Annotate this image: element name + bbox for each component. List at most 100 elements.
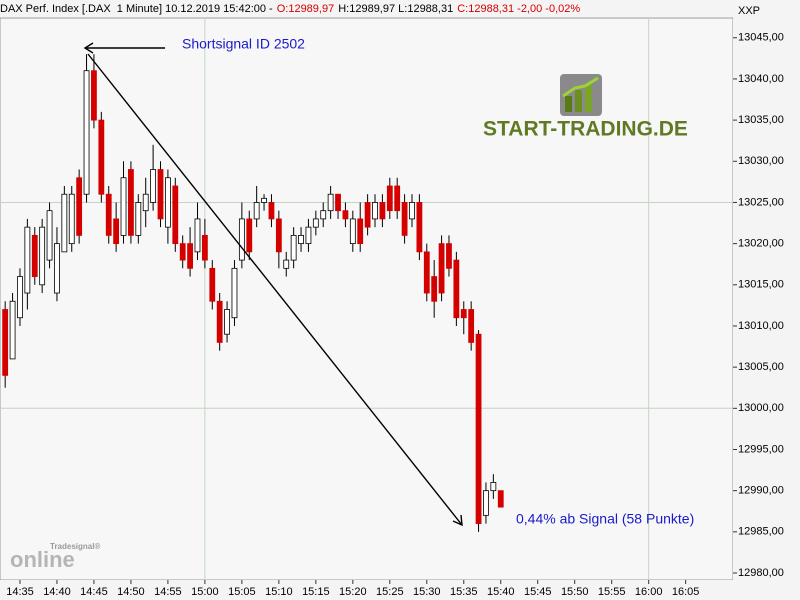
y-tick-label: 13020,00	[738, 238, 784, 250]
candle-body	[379, 202, 386, 220]
candle-body	[490, 482, 497, 492]
candle-body	[268, 202, 275, 220]
y-tick-label: 13005,00	[738, 361, 784, 373]
candle-body	[31, 234, 38, 277]
annotation: 0,44% ab Signal (58 Punkte)	[516, 511, 694, 527]
logo-icon	[560, 74, 602, 116]
candle-body	[209, 267, 216, 302]
y-tick-label: 12980,00	[738, 567, 784, 579]
candle-body	[253, 202, 260, 220]
y-tick-label: 13000,00	[738, 402, 784, 414]
candle-body	[216, 300, 223, 343]
y-tick-label: 13025,00	[738, 196, 784, 208]
x-tick-label: 15:30	[413, 586, 441, 598]
candle-body	[157, 169, 164, 220]
candle-body	[150, 169, 157, 203]
x-tick-label: 15:25	[376, 586, 404, 598]
candle-body	[394, 185, 401, 212]
candle-body	[83, 70, 90, 195]
candle-body	[335, 193, 341, 212]
candle-body	[61, 193, 68, 253]
header: DAX Perf. Index [.DAX 1 Minute] 10.12.20…	[0, 0, 733, 18]
y-axis-area	[733, 0, 800, 600]
candle-body	[386, 185, 393, 212]
candle-body	[497, 490, 504, 508]
candle-body	[364, 202, 371, 228]
candle-body	[238, 218, 245, 261]
y-tick-label: 13040,00	[738, 73, 784, 85]
candle-body	[438, 243, 445, 294]
candle-body	[105, 193, 112, 236]
candle-body	[165, 177, 171, 228]
x-tick-label: 15:35	[450, 586, 478, 598]
x-axis-area	[0, 580, 733, 600]
candle-body	[113, 218, 120, 245]
candle-body	[54, 243, 60, 294]
candle-body	[342, 210, 349, 220]
candle-body	[349, 218, 356, 245]
candle-body	[468, 309, 475, 343]
candle-body	[17, 276, 23, 319]
candle-body	[475, 333, 482, 524]
y-tick-label: 13030,00	[738, 155, 784, 167]
candle-body	[224, 309, 230, 335]
candle-body	[194, 218, 201, 253]
x-tick-label: 15:10	[265, 586, 293, 598]
candle-body	[327, 193, 334, 212]
candle-body	[320, 210, 327, 220]
candle-body	[246, 218, 253, 253]
y-tick-label: 12985,00	[738, 526, 784, 538]
x-tick-label: 14:35	[6, 586, 34, 598]
header-text: DAX Perf. Index [.DAX 1 Minute] 10.12.20…	[0, 3, 273, 15]
candle-body	[179, 243, 186, 261]
candle-body	[275, 218, 282, 253]
candle-body	[305, 226, 312, 245]
candles	[2, 54, 504, 532]
candle-body	[261, 197, 267, 203]
candle-body	[401, 202, 408, 236]
candle-body	[283, 259, 290, 269]
plot-area	[0, 17, 734, 581]
candle-body	[290, 234, 297, 261]
annotation: Shortsignal ID 2502	[182, 36, 305, 52]
x-tick-label: 14:55	[154, 586, 182, 598]
watermark: online	[10, 547, 75, 572]
candle-body	[120, 177, 127, 236]
candle-body	[357, 218, 364, 245]
candle-body	[231, 267, 238, 319]
x-tick-label: 15:50	[561, 586, 589, 598]
candle-body	[446, 243, 452, 269]
header-text: C:12988,31 -2,00 -0,02%	[457, 3, 581, 15]
x-tick-label: 14:45	[80, 586, 108, 598]
x-tick-label: 15:00	[191, 586, 219, 598]
candle-body	[142, 193, 149, 212]
candle-body	[409, 202, 415, 220]
x-tick-label: 15:45	[524, 586, 552, 598]
x-tick-label: 14:50	[117, 586, 145, 598]
watermark-brand: Tradesignal®	[50, 542, 100, 551]
x-tick-label: 15:40	[487, 586, 515, 598]
candle-body	[2, 309, 9, 376]
candle-body	[453, 259, 460, 319]
candle-body	[76, 177, 83, 236]
candle-body	[24, 226, 31, 294]
candle-body	[128, 169, 134, 236]
candle-body	[172, 185, 179, 245]
arrow-head	[452, 514, 463, 527]
candle-body	[46, 210, 53, 261]
candle-body	[201, 234, 208, 261]
candle-body	[91, 70, 97, 121]
y-tick-label: 13015,00	[738, 279, 784, 291]
y-tick-label: 13010,00	[738, 320, 784, 332]
x-tick-label: 15:15	[302, 586, 330, 598]
candle-body	[416, 202, 423, 253]
arrow-head	[83, 42, 94, 54]
candle-body	[423, 251, 430, 294]
candle-body	[9, 300, 16, 360]
header-text: O:12989,97	[276, 3, 335, 15]
logo-text: START-TRADING.DE	[483, 118, 688, 141]
x-tick-label: 15:05	[228, 586, 256, 598]
x-tick-label: 15:20	[339, 586, 367, 598]
